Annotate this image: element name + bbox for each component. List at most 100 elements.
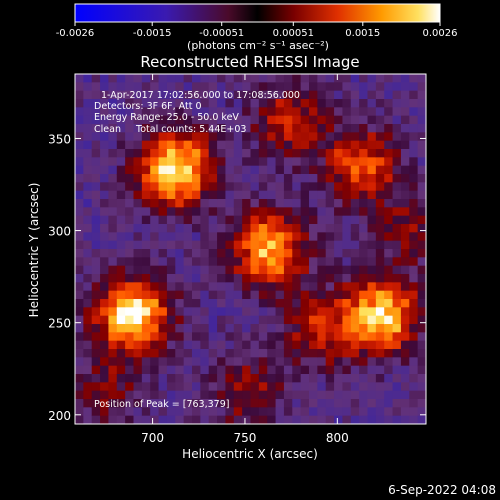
heatmap-cell (166, 415, 176, 424)
heatmap-cell (325, 332, 335, 342)
heatmap-cell (317, 224, 327, 233)
heatmap-cell (384, 307, 394, 317)
heatmap-cell (150, 382, 160, 392)
heatmap-cell (350, 315, 360, 325)
heatmap-cell (158, 382, 168, 392)
heatmap-cell (367, 257, 377, 267)
heatmap-cell (350, 182, 360, 192)
heatmap-cell (108, 215, 118, 225)
heatmap-cell (400, 157, 410, 167)
heatmap-cell (175, 290, 185, 300)
heatmap-cell (417, 349, 426, 358)
chart-title: Reconstructed RHESSI Image (140, 53, 359, 71)
heatmap-cell (233, 107, 243, 117)
heatmap-cell (283, 124, 293, 133)
heatmap-cell (175, 357, 185, 367)
heatmap-cell (108, 149, 118, 158)
heatmap-cell (384, 299, 394, 308)
heatmap-cell (292, 349, 302, 358)
heatmap-cell (359, 324, 369, 333)
heatmap-cell (417, 149, 426, 158)
heatmap-cell (192, 199, 201, 208)
heatmap-cell (409, 207, 419, 217)
heatmap-cell (116, 349, 126, 358)
heatmap-cell (116, 132, 126, 142)
heatmap-cell (325, 140, 335, 150)
heatmap-cell (233, 182, 243, 192)
heatmap-cell (208, 324, 218, 333)
heatmap-cell (267, 357, 277, 367)
heatmap-cell (309, 215, 318, 225)
heatmap-cell (166, 174, 176, 183)
heatmap-cell (175, 349, 185, 358)
heatmap-cell (250, 215, 260, 225)
heatmap-cell (83, 190, 93, 200)
heatmap-cell (150, 374, 160, 383)
heatmap-cell (158, 174, 168, 183)
heatmap-cell (350, 365, 360, 375)
heatmap-cell (417, 115, 426, 125)
heatmap-cell (367, 407, 377, 417)
heatmap-cell (375, 140, 385, 150)
heatmap-cell (91, 74, 101, 83)
heatmap-cell (309, 399, 318, 408)
heatmap-cell (384, 315, 394, 325)
heatmap-cell (267, 282, 277, 292)
heatmap-cell (375, 182, 385, 192)
heatmap-cell (417, 357, 426, 367)
heatmap-cell (258, 382, 268, 392)
heatmap-cell (400, 149, 410, 158)
heatmap-cell (250, 207, 260, 217)
heatmap-cell (409, 149, 419, 158)
heatmap-cell (275, 249, 285, 258)
heatmap-cell (350, 332, 360, 342)
heatmap-cell (242, 174, 252, 183)
heatmap-cell (267, 224, 277, 233)
heatmap-cell (233, 365, 243, 375)
heatmap-cell (166, 240, 176, 250)
heatmap-cell (100, 232, 110, 242)
heatmap-cell (225, 140, 235, 150)
heatmap-cell (192, 174, 201, 183)
heatmap-cell (108, 124, 118, 133)
heatmap-cell (392, 165, 402, 175)
heatmap-cell (133, 315, 143, 325)
heatmap-cell (309, 199, 318, 208)
heatmap-cell (409, 274, 419, 283)
heatmap-cell (150, 357, 160, 367)
heatmap-cell (175, 140, 185, 150)
heatmap-cell (108, 82, 118, 92)
heatmap-cell (108, 257, 118, 267)
heatmap-cell (208, 140, 218, 150)
heatmap-cell (200, 290, 210, 300)
heatmap-cell (350, 199, 360, 208)
heatmap-cell (384, 149, 394, 158)
heatmap-cell (91, 390, 101, 400)
heatmap-cell (192, 132, 201, 142)
heatmap-cell (125, 390, 135, 400)
heatmap-cell (175, 90, 185, 100)
heatmap-cell (166, 249, 176, 258)
heatmap-cell (258, 290, 268, 300)
heatmap-cell (183, 99, 193, 108)
heatmap-cell (116, 399, 126, 408)
heatmap-cell (392, 115, 402, 125)
heatmap-cell (300, 174, 310, 183)
heatmap-cell (283, 290, 293, 300)
heatmap-cell (91, 149, 101, 158)
heatmap-cell (183, 307, 193, 317)
heatmap-cell (258, 265, 268, 275)
heatmap-cell (233, 174, 243, 183)
heatmap-cell (375, 199, 385, 208)
x-tick-label: 700 (141, 431, 164, 445)
colorbar-units: (photons cm⁻² s⁻¹ asec⁻²) (187, 39, 329, 52)
heatmap-cell (250, 315, 260, 325)
heatmap-cell (133, 90, 143, 100)
heatmap-cell (91, 207, 101, 217)
heatmap-cell (225, 90, 235, 100)
heatmap-cell (342, 182, 352, 192)
heatmap-cell (242, 399, 252, 408)
heatmap-cell (300, 340, 310, 350)
heatmap-cell (250, 399, 260, 408)
heatmap-cell (150, 340, 160, 350)
